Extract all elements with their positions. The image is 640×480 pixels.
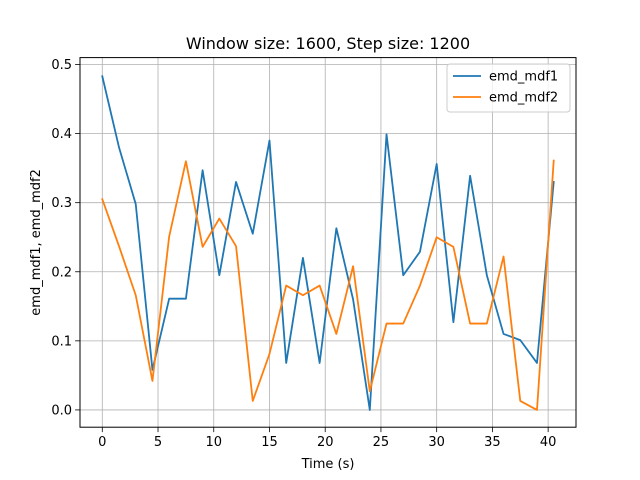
y-axis-label: emd_mdf1, emd_mdf2 — [29, 169, 44, 316]
axis-ticks: 0 5 10 15 20 25 30 35 40 0.0 0.1 0.2 0.3 0.4 0.5 — [51, 58, 556, 450]
y-tick-label: 0.4 — [51, 127, 72, 142]
legend: emd_mdf1 emd_mdf2 — [446, 63, 571, 113]
y-tick-label: 0.5 — [51, 58, 72, 73]
x-tick-label: 0 — [98, 435, 106, 450]
y-tick-label: 0.0 — [51, 403, 72, 418]
legend-label: emd_mdf1 — [489, 70, 558, 85]
y-tick-label: 0.2 — [51, 265, 72, 280]
x-tick-label: 40 — [540, 435, 557, 450]
series-line-emd-mdf2 — [101, 159, 555, 411]
y-tick-label: 0.3 — [51, 196, 72, 211]
y-tick-label: 0.1 — [51, 334, 72, 349]
plot-area-frame — [79, 57, 577, 428]
x-tick-label: 35 — [484, 435, 501, 450]
x-tick-label: 25 — [373, 435, 390, 450]
chart-title: Window size: 1600, Step size: 1200 — [186, 34, 470, 53]
series-lines — [101, 75, 555, 411]
grid-lines — [80, 57, 576, 428]
x-tick-label: 30 — [428, 435, 445, 450]
x-tick-label: 5 — [154, 435, 162, 450]
legend-label: emd_mdf2 — [489, 91, 558, 106]
x-tick-label: 15 — [261, 435, 278, 450]
x-tick-label: 20 — [317, 435, 334, 450]
series-line-emd-mdf1 — [101, 75, 555, 411]
x-tick-label: 10 — [205, 435, 222, 450]
x-axis-label: Time (s) — [301, 457, 355, 472]
